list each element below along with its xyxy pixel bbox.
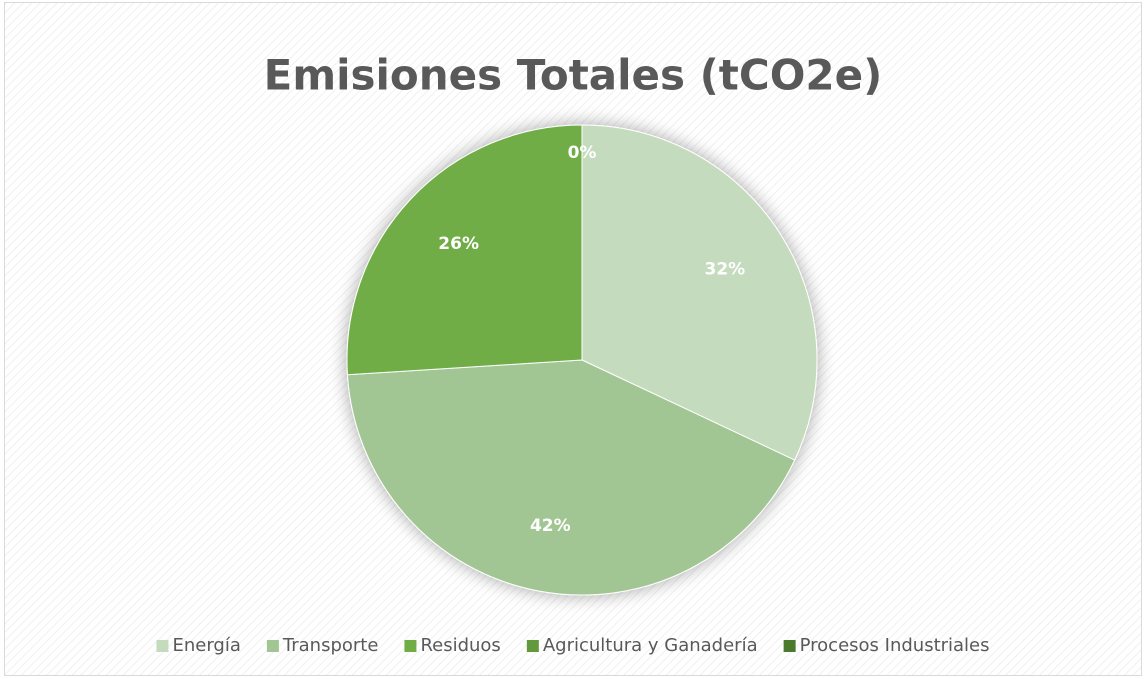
legend-label: Residuos xyxy=(420,635,500,656)
legend-swatch xyxy=(266,640,279,652)
pie-slice xyxy=(581,124,818,461)
pie xyxy=(346,124,818,596)
legend-swatch xyxy=(526,640,539,652)
legend-label: Procesos Industriales xyxy=(800,635,990,656)
legend-swatch xyxy=(404,640,417,652)
data-label: 0% xyxy=(568,143,597,163)
pie-slice xyxy=(346,124,583,376)
pie-slice xyxy=(346,359,796,596)
legend-swatch xyxy=(156,640,169,652)
data-label: 26% xyxy=(438,234,479,254)
legend-label: Agricultura y Ganadería xyxy=(543,635,758,656)
legend-swatch xyxy=(783,640,796,652)
data-label: 42% xyxy=(530,516,571,536)
data-label: 32% xyxy=(705,259,746,279)
legend-label: Energía xyxy=(172,635,240,656)
chart-title: Emisiones Totales (tCO2e) xyxy=(264,51,883,100)
legend-label: Transporte xyxy=(282,635,379,656)
